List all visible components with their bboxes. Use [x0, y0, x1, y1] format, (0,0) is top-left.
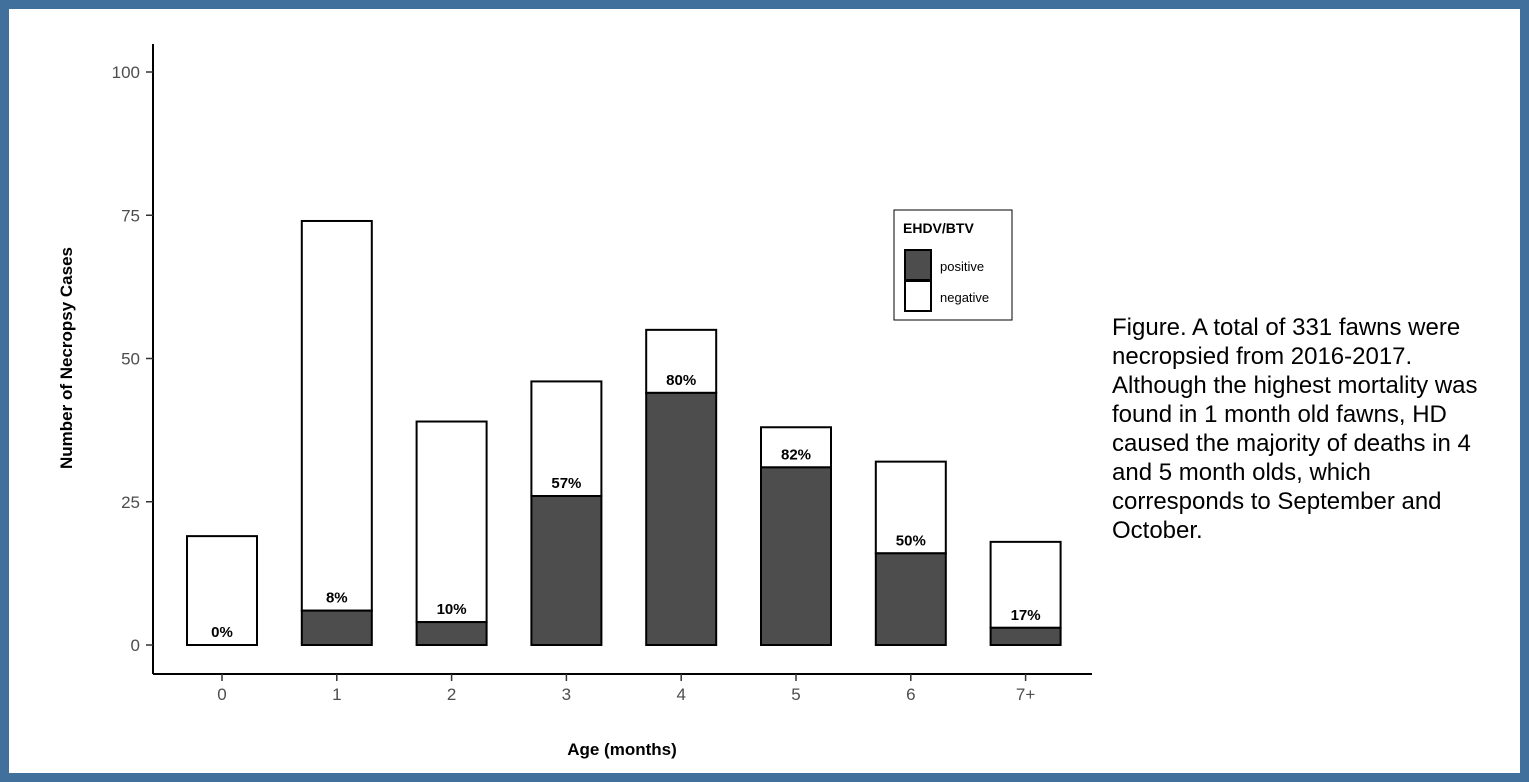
bar-positive-2: [415, 621, 488, 647]
bar-negative-2: [415, 420, 488, 624]
legend-swatch-positive: [904, 249, 932, 281]
bar-positive-5: [760, 466, 832, 646]
bar-positive-1: [300, 609, 373, 646]
legend-label-negative: negative: [940, 290, 989, 305]
x-tick-label-6: 6: [906, 685, 915, 704]
percent-label-3: 57%: [551, 475, 581, 492]
figure-caption: Figure. A total of 331 fawns were necrop…: [1112, 314, 1478, 544]
legend-swatch-negative: [904, 280, 932, 312]
y-axis-title: Number of Necropsy Cases: [57, 247, 76, 469]
legend-title: EHDV/BTV: [903, 220, 974, 236]
y-tick-label-50: 50: [121, 350, 140, 369]
axes-group: [152, 44, 1092, 675]
bar-negative-5: [760, 426, 832, 469]
bar-positive-6: [874, 552, 947, 647]
x-axis-title: Age (months): [567, 740, 677, 759]
x-tick-label-4: 4: [676, 685, 685, 704]
percent-label-5: 82%: [781, 446, 811, 463]
y-tick-label-25: 25: [121, 493, 140, 512]
y-tick-label-0: 0: [131, 636, 140, 655]
y-tick-label-100: 100: [112, 63, 140, 82]
bar-positive-7+: [989, 626, 1062, 646]
bar-negative-0: [186, 535, 258, 647]
bar-negative-7+: [989, 540, 1062, 629]
legend: EHDV/BTV positive negative: [893, 209, 1013, 321]
y-ticks-group: 0 25 50 75 100: [112, 63, 153, 655]
x-ticks-group: 0 1 2 3 4 5 6 7+: [217, 674, 1035, 704]
bars-group: [186, 219, 1062, 647]
x-tick-label-5: 5: [791, 685, 800, 704]
percent-labels-group: 0% 8% 10% 57% 80% 82% 50% 17%: [211, 372, 1040, 641]
percent-label-0: 0%: [211, 624, 233, 641]
percent-label-1: 8%: [326, 590, 348, 607]
bar-positive-4: [645, 391, 718, 646]
percent-label-7+: 17%: [1011, 607, 1041, 624]
bar-negative-6: [874, 460, 947, 555]
percent-label-4: 80%: [666, 372, 696, 389]
x-tick-label-1: 1: [332, 685, 341, 704]
y-tick-label-75: 75: [121, 206, 140, 225]
percent-label-2: 10%: [437, 601, 467, 618]
bar-positive-3: [530, 495, 603, 646]
legend-label-positive: positive: [940, 259, 984, 274]
bar-negative-4: [645, 328, 718, 394]
x-tick-label-2: 2: [447, 685, 456, 704]
x-tick-label-3: 3: [562, 685, 571, 704]
x-tick-label-0: 0: [217, 685, 226, 704]
x-tick-label-7+: 7+: [1016, 685, 1035, 704]
percent-label-6: 50%: [896, 532, 926, 549]
bar-negative-1: [300, 219, 373, 612]
